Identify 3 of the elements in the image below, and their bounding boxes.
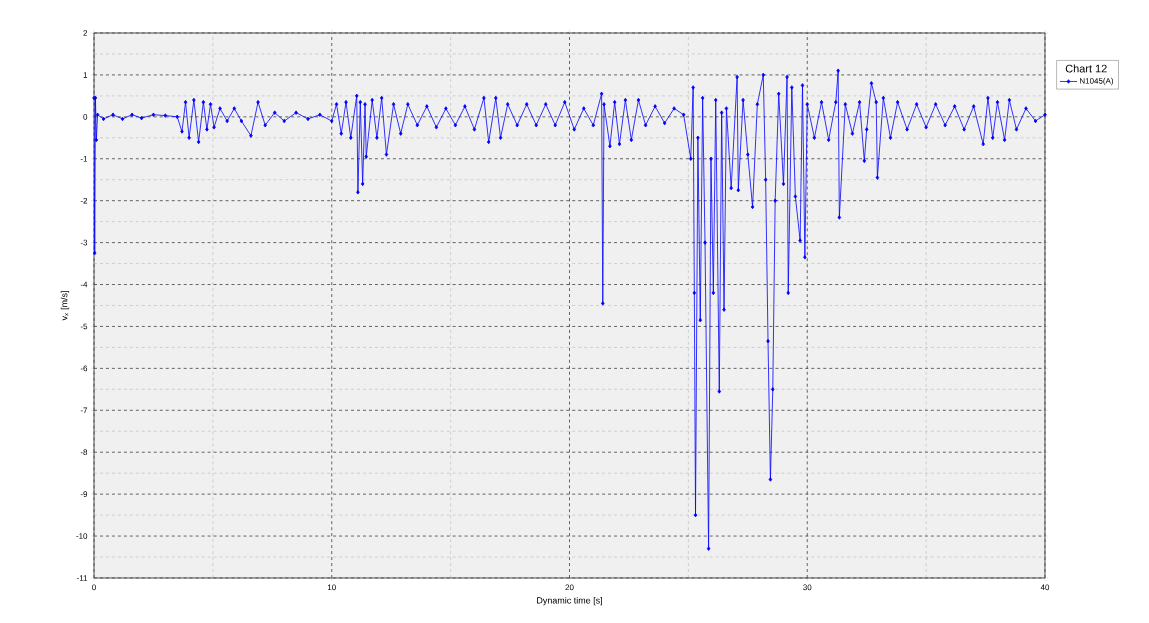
legend-title: Chart 12 bbox=[1065, 64, 1107, 73]
y-axis-title: v$_{x}$ [m/s] bbox=[60, 291, 70, 321]
x-axis-title: Dynamic time [s] bbox=[537, 596, 602, 606]
